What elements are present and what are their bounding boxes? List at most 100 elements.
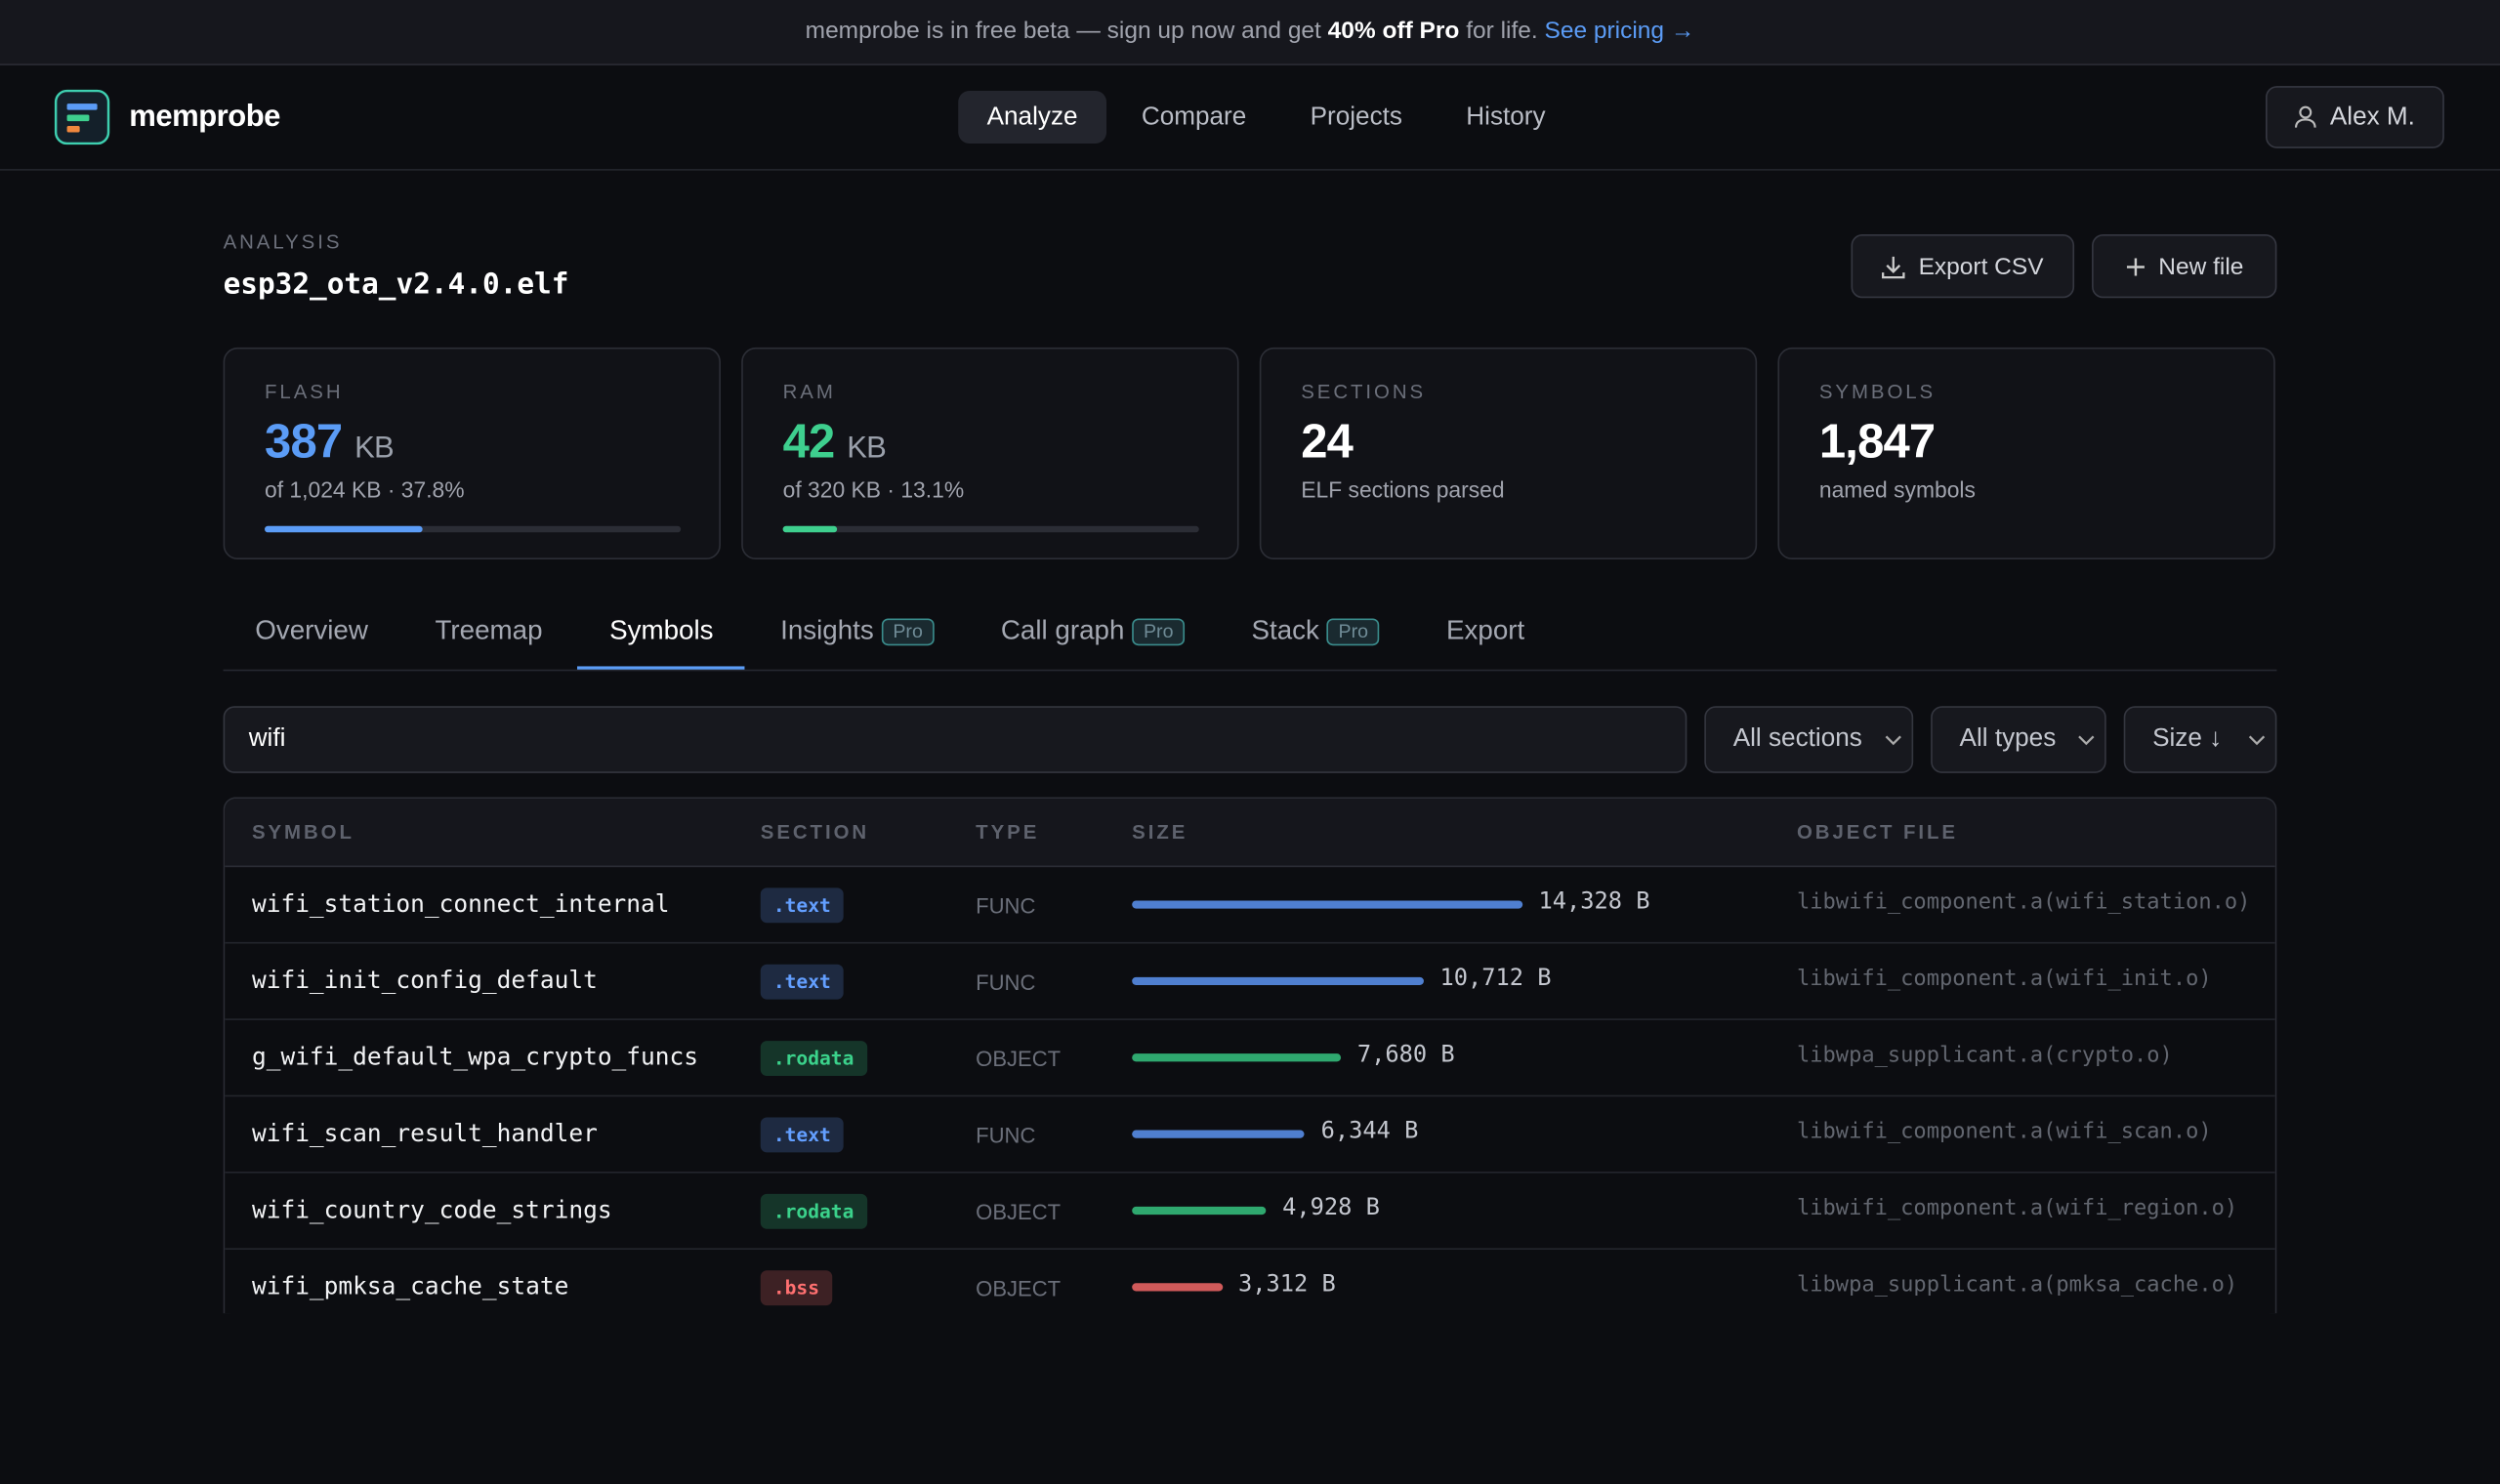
section-badge: .rodata: [760, 1193, 867, 1229]
table-row[interactable]: wifi_country_code_strings .rodata OBJECT 4,…: [225, 1174, 2275, 1250]
tab[interactable]: Insights Pro: [748, 597, 965, 670]
object-file: libwpa_supplicant.a(crypto.o): [1796, 1042, 2173, 1068]
stat-label: RAM: [782, 381, 836, 404]
size-bar: [1132, 1206, 1267, 1216]
stat-value: 24: [1301, 416, 1354, 469]
object-file: libwifi_component.a(wifi_station.o): [1796, 889, 2251, 916]
stat-label: SYMBOLS: [1818, 381, 1937, 404]
stat-detail: of 320 KB · 13.1%: [782, 476, 965, 503]
symbol-type: OBJECT: [976, 1200, 1062, 1224]
column-header: SIZE: [1132, 820, 1188, 844]
symbol-type: FUNC: [976, 893, 1036, 919]
tab[interactable]: Export: [1414, 597, 1557, 670]
banner-text: memprobe is in free beta — sign up now a…: [805, 17, 1328, 45]
section-label: ANALYSIS: [223, 230, 343, 254]
table-row[interactable]: wifi_pmksa_cache_state .bss OBJECT 3,312 B l…: [225, 1250, 2275, 1313]
stat-card: FLASH 387 KB of 1,024 KB · 37.8%: [223, 347, 721, 560]
symbol-name: wifi_init_config_default: [251, 966, 598, 995]
tab-label: Treemap: [435, 615, 543, 646]
stat-value-row: 42 KB: [783, 416, 1197, 471]
tab[interactable]: Treemap: [403, 597, 574, 670]
stat-value: 42: [782, 416, 836, 469]
tab-label: Call graph: [1000, 615, 1125, 646]
table-row[interactable]: wifi_init_config_default .text FUNC 10,712 …: [225, 944, 2275, 1020]
stat-label: FLASH: [265, 381, 344, 404]
stat-card: RAM 42 KB of 320 KB · 13.1%: [741, 347, 1239, 560]
nav: Analyze Compare Projects History: [958, 91, 1574, 144]
table-header: SYMBOL SECTION TYPE SIZE OBJECT FILE: [225, 798, 2275, 868]
size-label: 6,344 B: [1320, 1119, 1419, 1145]
size-bar: [1132, 976, 1425, 985]
pricing-link[interactable]: See pricing →: [1544, 17, 1695, 45]
tab[interactable]: Call graph Pro: [969, 597, 1216, 670]
new-file-button[interactable]: New file: [2092, 233, 2277, 299]
size-label: 7,680 B: [1356, 1042, 1455, 1068]
tab[interactable]: Symbols: [577, 597, 746, 670]
symbol-name: wifi_scan_result_handler: [251, 1119, 598, 1148]
symbol-name: wifi_station_connect_internal: [251, 889, 670, 919]
search-input[interactable]: wifi: [223, 706, 1688, 773]
chevron: [2078, 735, 2095, 746]
dropdown[interactable]: Size ↓: [2123, 706, 2277, 773]
pro-badge: Pro: [881, 618, 935, 646]
section-badge: .bss: [760, 1270, 833, 1306]
stat-value-row: 24: [1301, 416, 1715, 471]
symbol-name: g_wifi_default_wpa_crypto_funcs: [251, 1042, 699, 1072]
symbol-name: wifi_pmksa_cache_state: [251, 1271, 569, 1301]
object-file: libwpa_supplicant.a(pmksa_cache.o): [1796, 1271, 2238, 1298]
stat-value: 1,847: [1818, 416, 1936, 469]
section-badge: .rodata: [760, 1041, 867, 1077]
column-header: OBJECT FILE: [1796, 820, 1958, 844]
progress-fill: [265, 525, 423, 533]
object-file: libwifi_component.a(wifi_init.o): [1796, 966, 2212, 992]
tab[interactable]: Stack Pro: [1220, 597, 1411, 670]
tab-label: Insights: [780, 615, 874, 646]
table-row[interactable]: wifi_scan_result_handler .text FUNC 6,344 B…: [225, 1096, 2275, 1174]
nav-item[interactable]: Projects: [1310, 103, 1402, 131]
header: memprobe Analyze Compare Projects History A…: [0, 65, 2500, 171]
stat-unit: KB: [354, 432, 395, 466]
stat-card: SYMBOLS 1,847 named symbols: [1777, 347, 2275, 560]
tabs: Overview Treemap Symbols Insights Pro Call gr…: [223, 597, 2277, 672]
table-row[interactable]: g_wifi_default_wpa_crypto_funcs .rodata OB…: [225, 1020, 2275, 1097]
symbol-type: OBJECT: [976, 1047, 1062, 1072]
stat-detail: named symbols: [1818, 476, 1976, 503]
stat-value-row: 387 KB: [265, 416, 679, 471]
tab-label: Stack: [1251, 615, 1319, 646]
section-badge: .text: [760, 1117, 844, 1153]
nav-item[interactable]: Analyze: [958, 91, 1106, 144]
tab-label: Overview: [255, 615, 368, 646]
section-badge: .text: [760, 887, 844, 924]
button-label: New file: [2158, 252, 2244, 280]
download-icon: [1882, 256, 1906, 278]
dropdown[interactable]: All types: [1931, 706, 2106, 773]
dropdown[interactable]: All sections: [1704, 706, 1914, 773]
size-label: 3,312 B: [1237, 1271, 1336, 1298]
export-button[interactable]: Export CSV: [1851, 233, 2075, 299]
chevron: [1885, 735, 1901, 746]
symbol-type: FUNC: [976, 1124, 1036, 1148]
brand[interactable]: memprobe: [129, 100, 280, 135]
size-label: 4,928 B: [1282, 1195, 1380, 1221]
user-name: Alex M.: [2329, 103, 2415, 131]
logo[interactable]: [54, 89, 110, 145]
user-menu[interactable]: Alex M.: [2265, 86, 2444, 148]
chevron: [2248, 735, 2266, 746]
section-badge: .text: [760, 964, 844, 1000]
nav-item[interactable]: History: [1466, 103, 1546, 131]
size-label: 10,712 B: [1439, 966, 1552, 992]
nav-item[interactable]: Compare: [1141, 103, 1247, 131]
symbol-type: FUNC: [976, 970, 1036, 995]
tab[interactable]: Overview: [224, 597, 400, 670]
table-row[interactable]: wifi_station_connect_internal .text FUNC 14…: [225, 867, 2275, 944]
dropdown-label: All types: [1959, 724, 2057, 753]
symbol-type: OBJECT: [976, 1276, 1062, 1301]
dropdown-label: All sections: [1732, 724, 1862, 753]
size-bar: [1132, 1130, 1306, 1138]
stat-label: SECTIONS: [1301, 381, 1427, 404]
tab-label: Export: [1446, 615, 1525, 646]
plus-icon: [2126, 257, 2145, 275]
progress-track: [782, 525, 1199, 533]
